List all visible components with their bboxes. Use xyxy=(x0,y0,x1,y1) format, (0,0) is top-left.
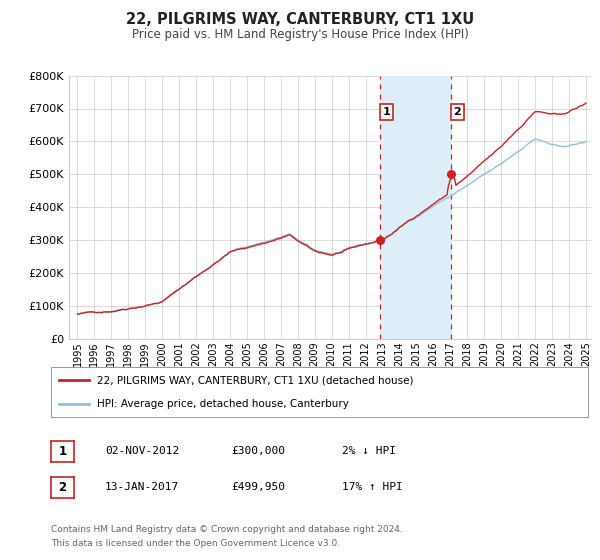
Text: This data is licensed under the Open Government Licence v3.0.: This data is licensed under the Open Gov… xyxy=(51,539,340,548)
Text: 02-NOV-2012: 02-NOV-2012 xyxy=(105,446,179,456)
Text: HPI: Average price, detached house, Canterbury: HPI: Average price, detached house, Cant… xyxy=(97,399,349,409)
Text: £300,000: £300,000 xyxy=(231,446,285,456)
Text: Price paid vs. HM Land Registry's House Price Index (HPI): Price paid vs. HM Land Registry's House … xyxy=(131,28,469,41)
Text: 22, PILGRIMS WAY, CANTERBURY, CT1 1XU (detached house): 22, PILGRIMS WAY, CANTERBURY, CT1 1XU (d… xyxy=(97,375,413,385)
Text: £499,950: £499,950 xyxy=(231,482,285,492)
Text: 2: 2 xyxy=(58,481,67,494)
Text: 1: 1 xyxy=(382,107,390,117)
Text: 2% ↓ HPI: 2% ↓ HPI xyxy=(342,446,396,456)
Bar xyxy=(380,76,451,339)
Text: 2: 2 xyxy=(454,107,461,117)
Text: Contains HM Land Registry data © Crown copyright and database right 2024.: Contains HM Land Registry data © Crown c… xyxy=(51,525,403,534)
Text: 13-JAN-2017: 13-JAN-2017 xyxy=(105,482,179,492)
Text: 22, PILGRIMS WAY, CANTERBURY, CT1 1XU: 22, PILGRIMS WAY, CANTERBURY, CT1 1XU xyxy=(126,12,474,27)
Text: 1: 1 xyxy=(58,445,67,458)
Text: 17% ↑ HPI: 17% ↑ HPI xyxy=(342,482,403,492)
